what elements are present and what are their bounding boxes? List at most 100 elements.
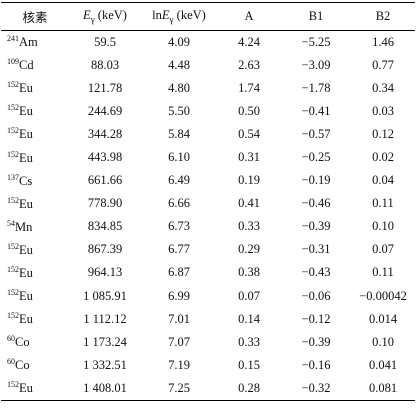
nuclide-cell: 152Eu (1, 238, 69, 261)
element-symbol: Eu (19, 196, 33, 211)
value-cell: 244.69 (87, 103, 123, 118)
value-cell: −0.32 (301, 380, 331, 395)
table-header: 核素 Eγ (keV) lnEγ (keV) A B1 B2 (1, 2, 415, 31)
table-row: 152Eu 344.28 5.84 0.54 −0.57 0.12 (1, 123, 415, 146)
value-cell: 0.07 (238, 288, 260, 303)
mass-number: 241 (7, 34, 19, 44)
header-cell: B2 (375, 9, 391, 23)
value-cell: 0.014 (368, 311, 398, 326)
value-cell: −0.06 (301, 288, 331, 303)
nuclide-cell: 60Co (1, 331, 69, 354)
mass-number: 60 (7, 357, 15, 367)
value-cell: 661.66 (87, 173, 123, 188)
value-cell: −0.31 (301, 242, 331, 257)
element-symbol: Eu (19, 104, 33, 119)
value-cell: 0.50 (238, 103, 260, 118)
value-cell: 0.10 (372, 219, 394, 234)
value-cell: 6.73 (168, 219, 190, 234)
value-cell: 0.33 (238, 219, 260, 234)
element-symbol: Co (15, 358, 30, 373)
table-body: 241Am 59.5 4.09 4.24 −5.25 1.46 109Cd 88.03 4.48… (1, 31, 415, 400)
value-cell: 0.041 (368, 357, 398, 372)
table-row: 54Mn 834.85 6.73 0.33 −0.39 0.10 (1, 215, 415, 238)
value-cell: −0.00042 (359, 288, 407, 303)
unit: (keV) (176, 8, 206, 23)
value-cell: 0.33 (238, 334, 260, 349)
value-cell: 4.48 (168, 57, 190, 72)
table-row: 152Eu 121.78 4.80 1.74 −1.78 0.34 (1, 77, 415, 100)
nuclide-cell: 60Co (1, 354, 69, 377)
table-row: 241Am 59.5 4.09 4.24 −5.25 1.46 (1, 31, 415, 54)
value-cell: −0.16 (301, 357, 331, 372)
mass-number: 152 (7, 264, 19, 274)
value-cell: 0.11 (372, 265, 394, 280)
value-cell: 2.63 (238, 57, 260, 72)
value-cell: 964.13 (87, 265, 123, 280)
nuclide-cell: 152Eu (1, 146, 69, 169)
value-cell: 0.02 (372, 150, 394, 165)
value-cell: 0.29 (238, 242, 260, 257)
nuclide-cell: 54Mn (1, 215, 69, 238)
value-cell: −0.19 (301, 173, 331, 188)
element-symbol: Eu (19, 312, 33, 327)
value-cell: 0.15 (238, 357, 260, 372)
value-cell: 0.34 (372, 80, 394, 95)
value-cell: 1.74 (238, 80, 260, 95)
element-symbol: Eu (19, 381, 33, 396)
element-symbol: Eu (19, 81, 33, 96)
header-cell: Eγ (keV) (69, 3, 141, 31)
value-cell: −3.09 (301, 57, 331, 72)
nuclide-cell: 152Eu (1, 261, 69, 284)
mass-number: 152 (7, 80, 19, 90)
nuclide-cell: 152Eu (1, 285, 69, 308)
mass-number: 152 (7, 149, 19, 159)
value-cell: 6.87 (168, 265, 190, 280)
header-cell: lnEγ (keV) (141, 3, 217, 31)
table-row: 152Eu 1 408.01 7.25 0.28 −0.32 0.081 (1, 377, 415, 400)
subscript: γ (90, 14, 95, 25)
value-cell: 6.49 (168, 173, 190, 188)
mass-number: 152 (7, 126, 19, 136)
table-row: 152Eu 964.13 6.87 0.38 −0.43 0.11 (1, 261, 415, 284)
table-row: 60Co 1 332.51 7.19 0.15 −0.16 0.041 (1, 354, 415, 377)
value-cell: 6.99 (168, 288, 190, 303)
value-cell: −0.39 (301, 219, 331, 234)
value-cell: 4.80 (168, 80, 190, 95)
value-cell: 1.46 (372, 34, 394, 49)
prefix: ln (152, 8, 162, 23)
value-cell: 0.77 (372, 57, 394, 72)
value-cell: 0.54 (238, 126, 260, 141)
value-cell: 443.98 (87, 150, 123, 165)
mass-number: 152 (7, 241, 19, 251)
value-cell: 0.28 (238, 380, 260, 395)
value-cell: 6.66 (168, 196, 190, 211)
table-row: 137Cs 661.66 6.49 0.19 −0.19 0.04 (1, 169, 415, 192)
value-cell: 0.04 (372, 173, 394, 188)
value-cell: 7.19 (168, 357, 190, 372)
value-cell: 121.78 (87, 80, 123, 95)
nuclide-cell: 152Eu (1, 308, 69, 331)
value-cell: 0.07 (372, 242, 394, 257)
mass-number: 152 (7, 103, 19, 113)
nuclide-cell: 152Eu (1, 77, 69, 100)
table-row: 152Eu 1 085.91 6.99 0.07 −0.06 −0.00042 (1, 285, 415, 308)
mass-number: 152 (7, 288, 19, 298)
value-cell: 5.84 (168, 126, 190, 141)
nuclide-cell: 152Eu (1, 192, 69, 215)
element-symbol: Eu (19, 242, 33, 257)
value-cell: 0.03 (372, 103, 394, 118)
header-cell: A (244, 9, 254, 23)
data-table: 核素 Eγ (keV) lnEγ (keV) A B1 B2 241Am 59.5… (1, 2, 415, 401)
mass-number: 152 (7, 195, 19, 205)
table-row: 152Eu 443.98 6.10 0.31 −0.25 0.02 (1, 146, 415, 169)
value-cell: 1 085.91 (83, 288, 127, 303)
element-symbol: Am (19, 35, 38, 50)
value-cell: 4.09 (168, 34, 190, 49)
header-cell: 核素 (22, 11, 48, 25)
unit: (keV) (97, 8, 127, 23)
value-cell: 834.85 (87, 219, 123, 234)
table-row: 109Cd 88.03 4.48 2.63 −3.09 0.77 (1, 54, 415, 77)
value-cell: 0.31 (238, 150, 260, 165)
nuclide-cell: 137Cs (1, 169, 69, 192)
value-cell: 88.03 (90, 57, 120, 72)
